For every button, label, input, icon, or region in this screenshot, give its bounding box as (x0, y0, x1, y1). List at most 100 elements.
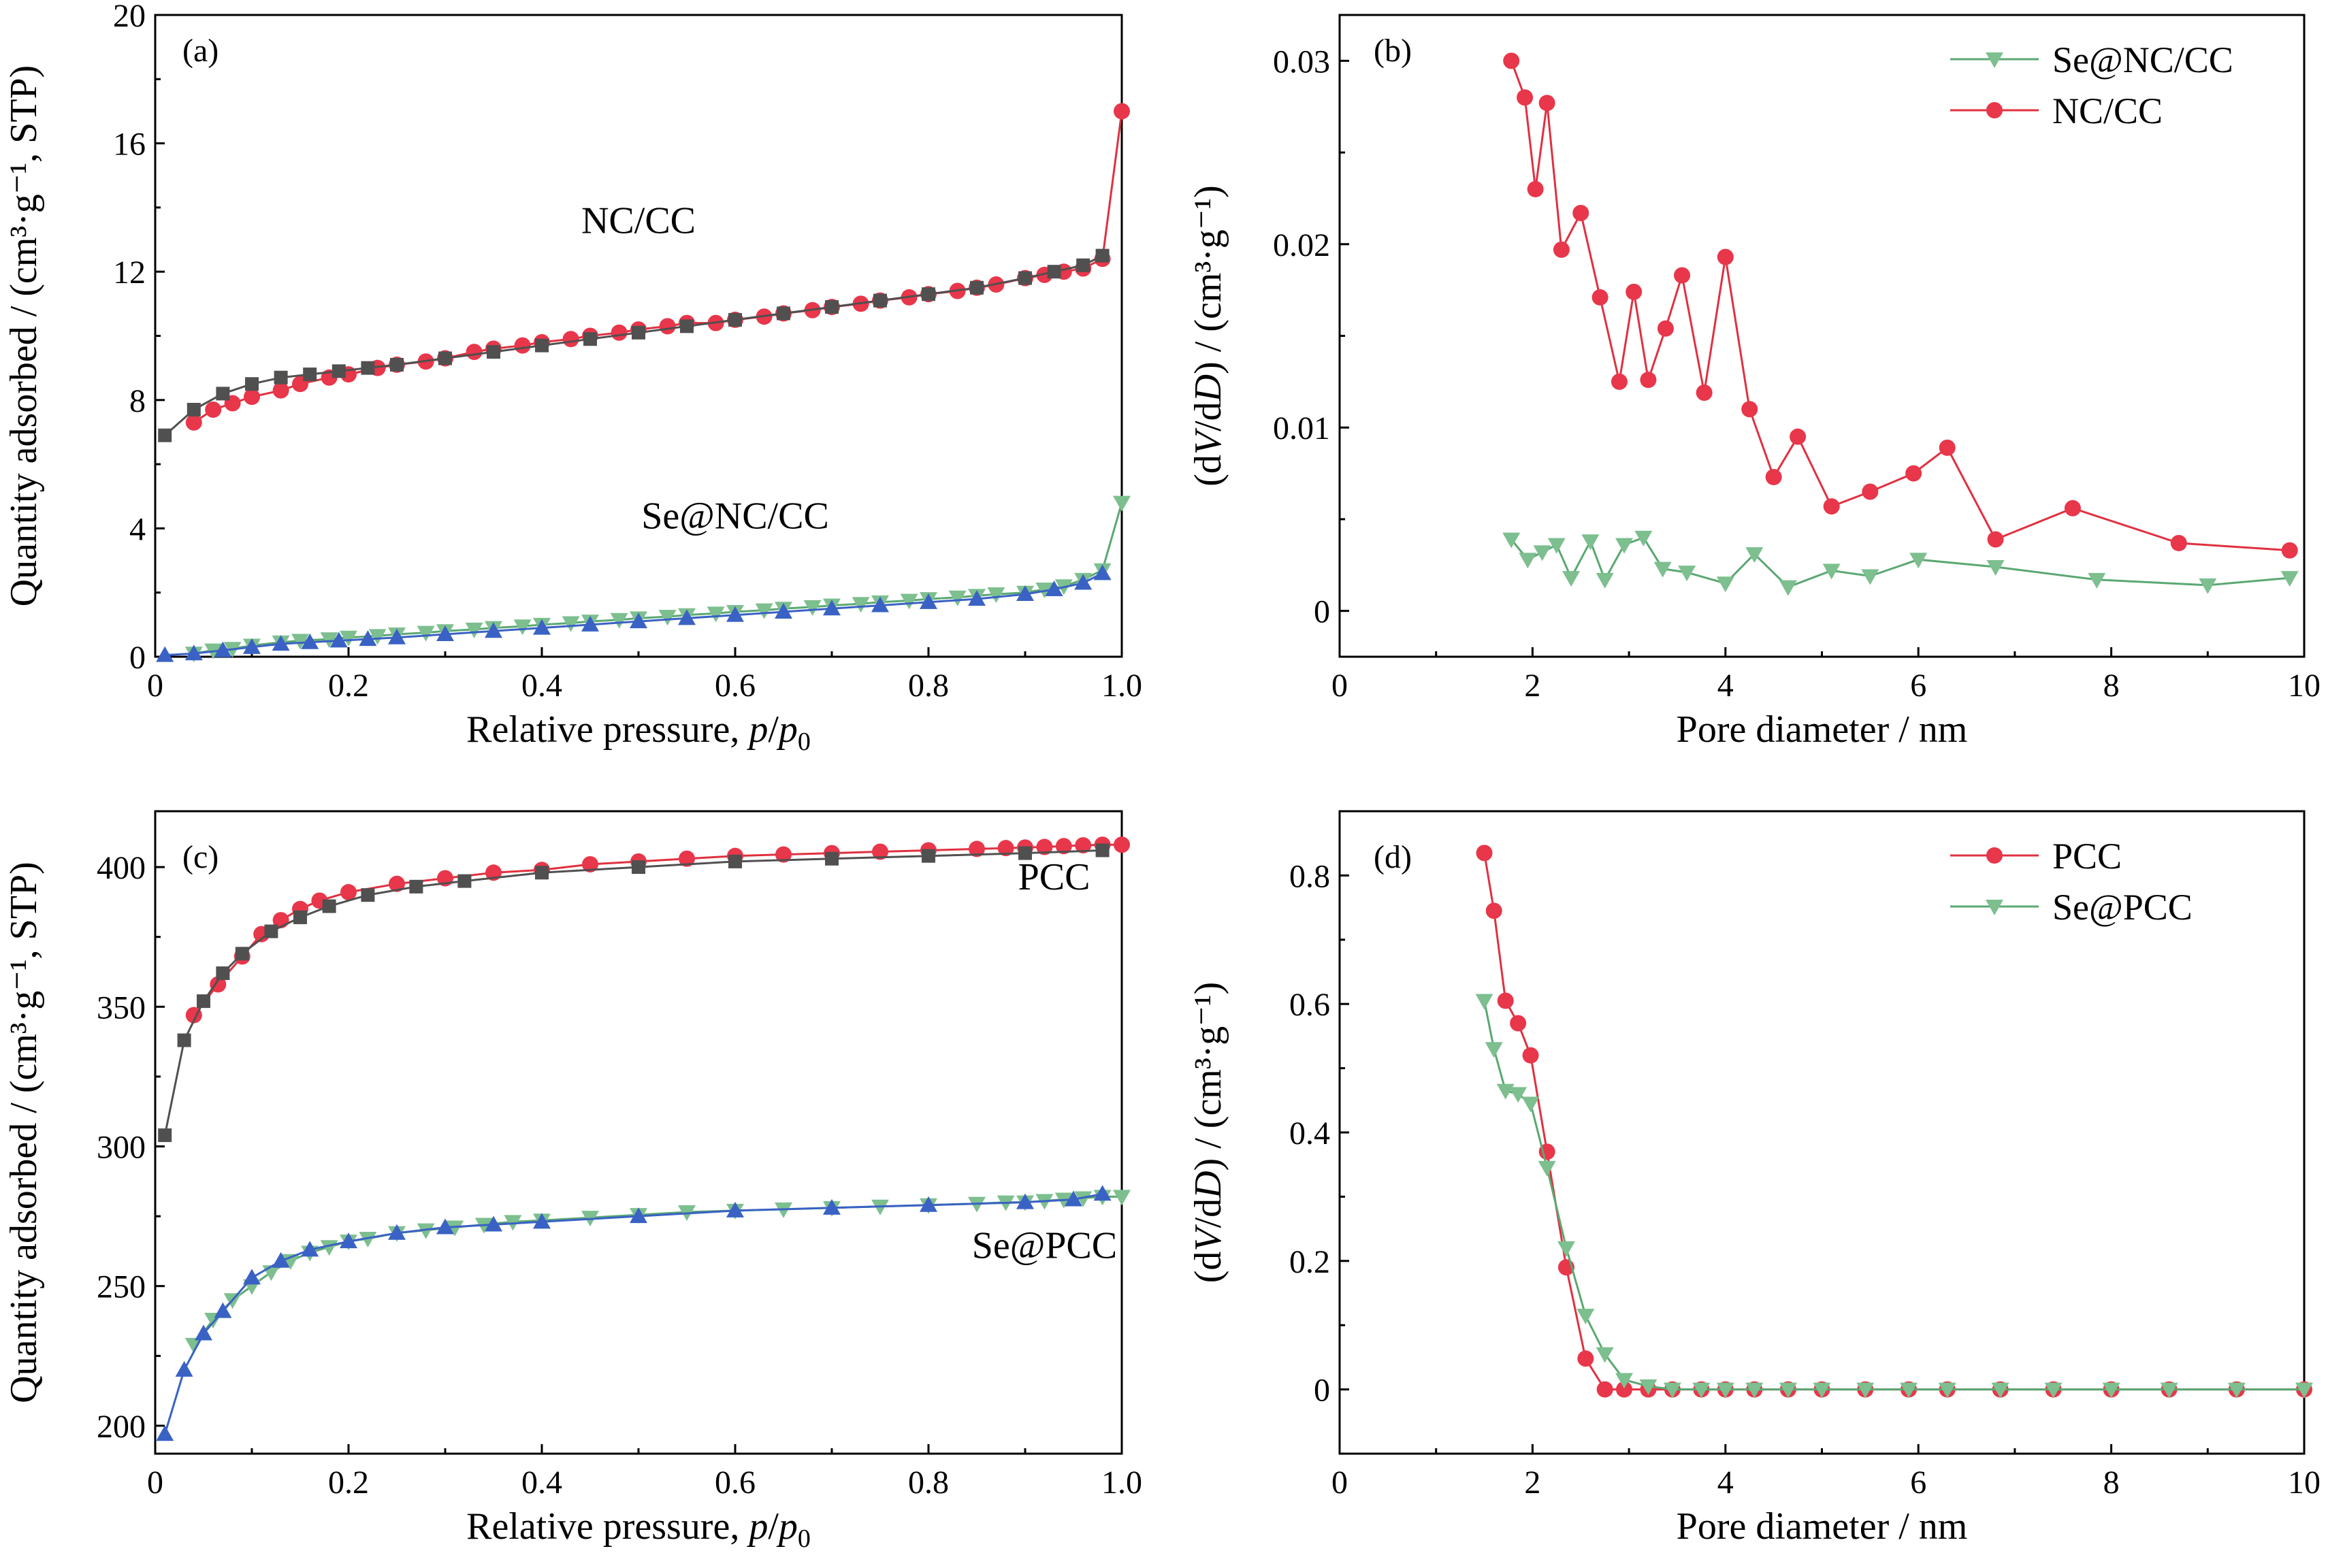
data-point (340, 630, 357, 647)
data-point (361, 361, 375, 375)
panel-label: (d) (1374, 839, 1412, 875)
data-point (1016, 585, 1034, 602)
data-point (777, 306, 790, 321)
x-tick-label: 8 (2103, 668, 2120, 704)
y-tick-label: 8 (129, 383, 146, 419)
data-point (1596, 1381, 1613, 1398)
x-tick-label: 10 (2288, 668, 2321, 704)
data-point (409, 879, 423, 894)
x-tick-label: 0 (1331, 668, 1348, 704)
y-tick-label: 300 (97, 1130, 146, 1166)
data-point (968, 590, 986, 606)
data-point (214, 1302, 232, 1318)
series-annotation: Se@NC/CC (641, 495, 829, 537)
data-point (1779, 580, 1797, 596)
data-point (1639, 1379, 1658, 1395)
y-tick-label: 0.4 (1289, 1115, 1330, 1152)
series-line-sepcc (1483, 1000, 2304, 1391)
data-point (291, 634, 309, 650)
data-point (272, 1252, 290, 1268)
x-tick-label: 1.0 (1101, 668, 1142, 704)
data-point (535, 338, 549, 353)
data-point (185, 414, 202, 431)
data-point (1615, 538, 1634, 554)
y-tick-label: 0 (129, 640, 146, 676)
data-point (871, 596, 889, 612)
data-point (823, 600, 841, 616)
x-tick-label: 0.2 (328, 668, 369, 704)
x-tick-label: 0 (147, 1465, 163, 1501)
y-tick-label: 20 (113, 0, 146, 34)
data-point (1538, 95, 1555, 112)
data-point (970, 280, 984, 295)
data-point (485, 1215, 502, 1232)
data-point (969, 840, 985, 858)
data-point (1745, 547, 1764, 564)
x-tick-label: 0.4 (521, 668, 562, 704)
data-point (1045, 580, 1063, 596)
data-point (535, 866, 549, 880)
data-point (1114, 103, 1130, 120)
data-point (195, 1324, 212, 1341)
data-point (1018, 271, 1032, 285)
data-point (987, 587, 1005, 604)
data-point (361, 888, 375, 902)
data-point (775, 846, 792, 863)
y-axis-label: Quantity adsorbed / (cm³·g⁻¹, STP) (3, 65, 45, 607)
panel-d-pore-distribution-pcc: 0 2 4 6 8 10 0 0.2 0.4 0.6 0.8 (d) Pore diameter / n… (1187, 810, 2321, 1548)
data-point (825, 300, 839, 314)
data-point (630, 612, 647, 629)
data-point (1036, 838, 1053, 855)
data-point (1577, 1350, 1594, 1367)
data-point (329, 632, 348, 648)
data-point (158, 428, 172, 442)
data-point (1065, 1190, 1082, 1207)
data-point (301, 1241, 319, 1257)
data-point (1018, 846, 1032, 860)
data-point (1986, 559, 2005, 576)
y-tick-label: 0 (1314, 1373, 1330, 1409)
data-point (1553, 241, 1570, 258)
data-point (680, 319, 694, 333)
series-line-gray-1 (163, 849, 1103, 1136)
data-point (359, 1231, 377, 1247)
series-line-blue-3 (163, 1192, 1103, 1435)
data-point (320, 632, 338, 649)
data-point (2044, 1382, 2063, 1399)
data-point (1900, 1382, 1918, 1399)
data-point (487, 345, 500, 359)
panel-label: (b) (1374, 33, 1412, 69)
data-point (210, 976, 227, 993)
legend-label: PCC (2052, 836, 2122, 877)
series-line-green-2 (193, 1195, 1122, 1345)
data-point (583, 332, 597, 346)
y-tick-label: 12 (113, 255, 146, 291)
data-point (726, 1201, 744, 1218)
data-point (1476, 845, 1493, 862)
data-point (1611, 373, 1628, 390)
data-point (187, 402, 201, 416)
panel-a-isotherm-nccc: 0 0.2 0.4 0.6 0.8 1.0 0 4 8 12 16 20 (a) Relative pre… (3, 0, 1142, 756)
legend-label: Se@NC/CC (2052, 39, 2233, 80)
data-point (920, 593, 937, 609)
data-point (340, 1232, 357, 1249)
data-point (755, 603, 773, 619)
panel-b-pore-distribution-nccc: 0 2 4 6 8 10 0 0.01 0.02 0.03 (b) Pore diameter / n… (1187, 14, 2321, 751)
data-point (1055, 838, 1072, 855)
data-point (175, 1360, 193, 1377)
y-axis-label: (dV/dD) / (cm³·g⁻¹) (1187, 982, 1229, 1284)
data-point (1745, 1382, 1764, 1399)
data-point (1519, 553, 1537, 569)
series-annotation: Se@PCC (972, 1225, 1117, 1267)
data-point (1596, 572, 1614, 589)
data-point (1790, 428, 1807, 445)
data-point (1634, 530, 1653, 546)
data-point (1016, 1193, 1034, 1209)
data-point (1596, 1347, 1614, 1363)
data-point (920, 1196, 937, 1212)
data-point (1075, 837, 1092, 854)
data-point (728, 854, 742, 868)
x-tick-label: 0.8 (908, 668, 949, 704)
data-point (775, 602, 792, 619)
data-point (1591, 289, 1608, 306)
